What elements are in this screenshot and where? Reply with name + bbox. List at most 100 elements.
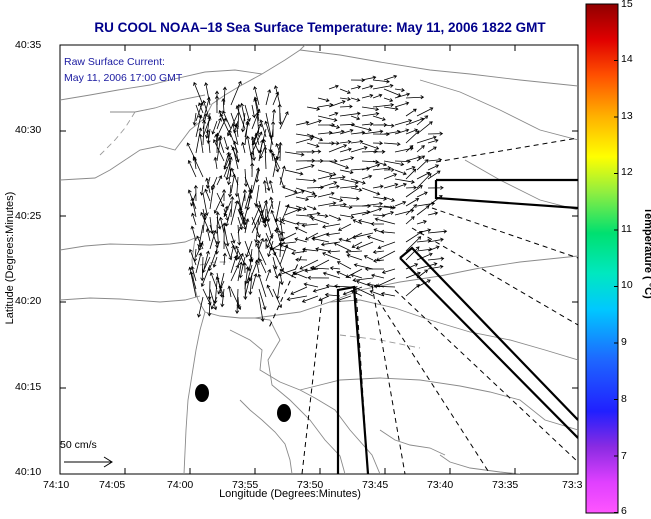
current-vector	[210, 296, 218, 310]
current-vector	[197, 224, 204, 248]
current-vector	[284, 187, 298, 194]
y-tick-label: 40:25	[15, 210, 42, 222]
current-vector	[209, 229, 217, 250]
current-vector	[291, 250, 308, 256]
current-vector	[405, 185, 423, 198]
current-vector	[328, 111, 339, 117]
colorbar-tick-label: 8	[621, 393, 627, 405]
current-vector	[205, 129, 211, 154]
current-vector	[233, 140, 239, 162]
current-vector	[361, 122, 374, 127]
x-tick-label: 74:10	[43, 479, 70, 491]
colorbar-tick-label: 15	[621, 0, 633, 10]
current-vector	[295, 136, 314, 144]
current-vector	[350, 85, 362, 90]
current-vector	[235, 288, 240, 314]
current-vector	[361, 201, 383, 207]
current-vector	[202, 250, 210, 274]
current-vector	[295, 221, 308, 226]
current-vector	[372, 196, 388, 201]
current-vector	[427, 229, 448, 234]
current-vector	[394, 169, 407, 176]
current-vector	[346, 253, 363, 261]
current-vector	[222, 222, 227, 250]
current-vector	[325, 232, 341, 237]
x-tick-label: 74:00	[167, 479, 194, 491]
current-vector	[233, 120, 239, 134]
current-vector	[312, 286, 330, 293]
current-vector	[244, 277, 252, 298]
current-vector	[416, 205, 430, 216]
plot-frame	[59, 44, 579, 475]
current-vector	[221, 98, 226, 114]
current-vector	[268, 179, 274, 194]
current-vector	[366, 235, 385, 243]
station-marker	[195, 384, 209, 402]
current-vector	[416, 262, 438, 270]
current-vector	[284, 208, 301, 216]
current-vector	[307, 275, 330, 280]
current-vector	[383, 123, 395, 128]
current-vector	[328, 144, 348, 153]
current-vector	[205, 228, 211, 242]
current-vector	[192, 155, 204, 178]
current-vector	[234, 123, 240, 138]
current-vector	[200, 256, 205, 282]
colorbar-label: Temperature ( °C)	[642, 207, 651, 299]
colorbar	[585, 3, 619, 514]
current-vector	[277, 103, 282, 122]
current-vector	[265, 268, 272, 282]
current-vector	[317, 191, 335, 198]
current-vector	[405, 145, 414, 153]
current-vector	[311, 236, 330, 243]
current-vector	[374, 217, 396, 225]
current-vector	[350, 273, 363, 279]
colorbar-tick-label: 10	[621, 279, 633, 291]
current-vector	[258, 296, 265, 323]
current-vector	[262, 179, 267, 194]
current-vector	[222, 86, 227, 106]
current-vector	[241, 141, 246, 154]
current-vector	[339, 205, 353, 210]
current-vector	[209, 288, 218, 311]
current-vector	[427, 256, 445, 261]
current-vector	[339, 128, 354, 135]
current-vector	[202, 288, 212, 306]
current-vector	[311, 259, 330, 270]
track-polygons	[336, 178, 578, 474]
current-vector	[328, 129, 345, 135]
current-vector	[416, 155, 426, 162]
current-vector	[371, 273, 385, 279]
current-vector	[361, 111, 380, 117]
current-vector	[333, 242, 352, 252]
current-vector	[339, 96, 351, 102]
current-vector	[328, 100, 346, 108]
current-vector	[303, 282, 319, 288]
current-vector	[223, 136, 230, 151]
current-vector	[190, 225, 197, 242]
current-vector	[295, 205, 307, 211]
current-vector	[372, 102, 395, 108]
current-vector	[211, 120, 218, 135]
current-vector	[363, 255, 374, 261]
current-vector	[213, 156, 218, 170]
current-vector	[380, 291, 396, 297]
current-vector	[193, 184, 198, 202]
current-vector	[253, 97, 260, 122]
current-vector	[188, 248, 197, 266]
current-vector	[254, 259, 260, 274]
current-vector	[254, 184, 260, 207]
y-tick-label: 40:30	[15, 124, 42, 136]
current-vector	[328, 141, 340, 146]
current-vector	[263, 146, 268, 170]
current-vector	[361, 187, 381, 196]
current-vector	[372, 141, 384, 146]
current-vector	[223, 224, 230, 247]
current-vector	[322, 271, 341, 279]
current-vector	[230, 264, 240, 282]
current-vector	[239, 102, 246, 122]
current-vector	[339, 147, 352, 153]
current-vector	[216, 117, 222, 130]
current-vector	[405, 284, 420, 297]
current-vector	[295, 164, 315, 171]
